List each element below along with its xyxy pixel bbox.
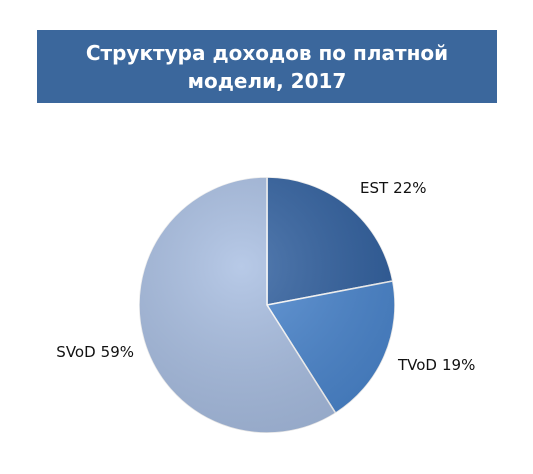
slice-label: EST 22%: [360, 179, 427, 197]
slice-label: SVoD 59%: [56, 343, 134, 361]
chart-title: Структура доходов по платной модели, 201…: [37, 30, 497, 103]
slice-value: 19%: [442, 356, 475, 374]
slice-value: 22%: [393, 179, 426, 197]
slice-label: TVoD 19%: [397, 356, 475, 374]
slice-category: SVoD: [56, 343, 95, 361]
slice-value: 59%: [101, 343, 134, 361]
slice-category: TVoD: [397, 356, 437, 374]
slice-category: EST: [360, 179, 389, 197]
